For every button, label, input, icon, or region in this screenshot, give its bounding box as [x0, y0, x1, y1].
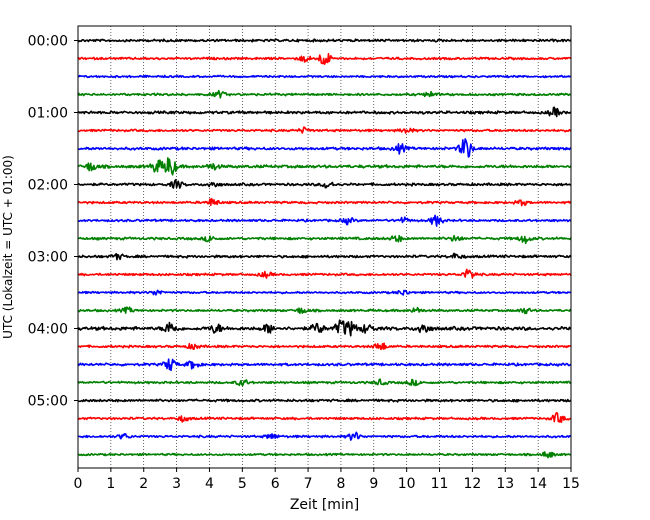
x-tick-label: 2: [139, 476, 148, 492]
trace-0400: [77, 319, 572, 337]
trace-0300: [77, 252, 572, 261]
trace-0345: [77, 306, 572, 315]
y-axis-ticks: 00:00 01:00 02:00 03:00 04:00 05:00: [28, 34, 78, 410]
y-tick-label: 04:00: [28, 322, 68, 338]
y-tick-label: 01:00: [28, 106, 68, 122]
x-tick-label: 4: [205, 476, 214, 492]
x-tick-label: 12: [463, 476, 481, 492]
trace-0445: [77, 378, 572, 387]
y-tick-label: 00:00: [28, 34, 68, 50]
trace-0100: [78, 106, 572, 118]
trace-0130: [77, 138, 572, 158]
trace-0545: [77, 451, 572, 459]
x-tick-label: 13: [496, 476, 514, 492]
x-tick-label: 5: [238, 476, 247, 492]
vertical-gridlines: [110, 26, 539, 468]
trace-0330: [77, 289, 572, 296]
x-tick-label: 14: [529, 476, 547, 492]
y-axis-label: UTC (Lokalzeit = UTC + 01:00): [1, 155, 15, 339]
trace-0415: [77, 342, 572, 351]
y-tick-label: 03:00: [28, 250, 68, 266]
trace-0530: [77, 431, 572, 441]
trace-0315: [77, 268, 572, 279]
x-tick-label: 10: [398, 476, 416, 492]
trace-0515: [78, 411, 572, 423]
x-tick-label: 11: [431, 476, 449, 492]
x-tick-label: 0: [74, 476, 83, 492]
trace-0230: [77, 214, 572, 227]
trace-0245: [77, 234, 572, 245]
trace-0430: [77, 358, 572, 372]
x-tick-label: 7: [304, 476, 313, 492]
trace-0115: [77, 126, 572, 134]
y-tick-label: 02:00: [28, 178, 68, 194]
trace-0000: [77, 38, 572, 43]
x-axis-label: Zeit [min]: [290, 497, 359, 513]
seismic-traces: [77, 38, 572, 459]
x-tick-label: 9: [369, 476, 378, 492]
trace-0145: [77, 157, 572, 176]
trace-0015: [77, 53, 572, 66]
trace-0500: [77, 398, 572, 403]
x-tick-label: 8: [336, 476, 345, 492]
trace-0045: [77, 89, 572, 99]
trace-0030: [77, 74, 572, 79]
x-axis-ticks: 0 1 2 3 4 5 6 7 8 9 10 11 12 13 14 15: [74, 468, 580, 492]
trace-0215: [77, 198, 572, 207]
trace-0200: [77, 178, 572, 189]
y-tick-label: 05:00: [28, 394, 68, 410]
x-tick-label: 1: [106, 476, 115, 492]
x-tick-label: 6: [271, 476, 280, 492]
plot-frame: [77, 25, 572, 469]
x-tick-label: 3: [172, 476, 181, 492]
x-tick-label: 15: [562, 476, 580, 492]
